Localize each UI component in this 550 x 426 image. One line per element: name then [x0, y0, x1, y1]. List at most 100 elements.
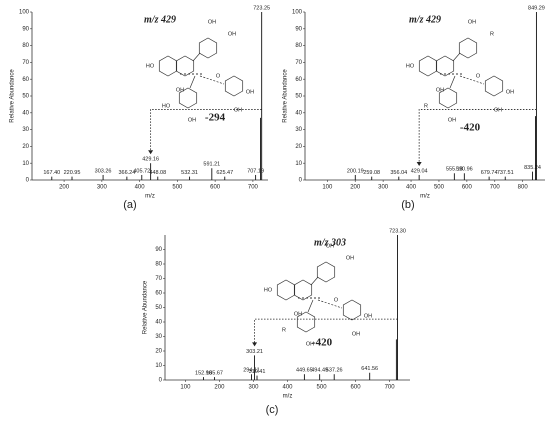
ring [293, 279, 313, 301]
arrow-head [252, 342, 258, 347]
y-tick-label: 50 [295, 94, 302, 100]
peak-label: 494.49 [311, 368, 328, 374]
y-tick-label: 60 [22, 77, 29, 83]
x-tick-label: 400 [135, 185, 146, 191]
y-tick-label: 40 [295, 110, 302, 116]
x-tick-label: 300 [97, 185, 108, 191]
peak-label: 429.04 [411, 168, 428, 174]
structure-label: OH [234, 107, 242, 113]
structure-label: OH [506, 89, 514, 95]
y-tick-label: 100 [19, 10, 30, 16]
y-axis-label: Relative Abundance [143, 280, 149, 334]
x-tick-label: 500 [172, 185, 183, 191]
peak-label: 723.25 [253, 5, 270, 11]
y-tick-label: 20 [155, 349, 162, 355]
structure-label: HO [406, 63, 415, 69]
ring [484, 75, 504, 97]
arrow-head [416, 161, 422, 166]
x-tick-label: 500 [434, 185, 445, 191]
peak-label: 448.08 [149, 170, 166, 176]
structure-label: OH [188, 117, 196, 123]
y-tick-label: 40 [22, 110, 29, 116]
peak-label: 641.56 [361, 366, 378, 372]
peak-label: 723.30 [389, 228, 406, 234]
x-tick-label: 400 [406, 185, 417, 191]
y-tick-label: 50 [22, 94, 29, 100]
y-tick-label: 70 [22, 60, 29, 66]
structure-label: OH [176, 87, 184, 93]
structure-label: OH [436, 87, 444, 93]
peak-label: 707.19 [247, 168, 264, 174]
structure-label: OH [306, 341, 314, 347]
bond [459, 75, 485, 85]
panel-label: (a) [123, 199, 136, 211]
structure-label: O [216, 73, 221, 79]
bond [310, 276, 319, 286]
x-tick-label: 400 [282, 385, 293, 391]
peak-label: 303.26 [95, 168, 112, 174]
peak-label: 449.65 [296, 368, 313, 374]
x-tick-label: 700 [490, 185, 501, 191]
ion-label: m/z 429 [409, 14, 441, 25]
x-axis-label: m/z [283, 394, 293, 400]
y-tick-label: 0 [26, 178, 30, 184]
ring [435, 55, 455, 77]
y-tick-label: 80 [295, 43, 302, 49]
y-axis-label: Relative Abundance [10, 69, 16, 123]
x-tick-label: 600 [462, 185, 473, 191]
structure-label: OH [228, 31, 236, 37]
y-tick-label: 40 [155, 320, 162, 326]
y-tick-label: 60 [155, 291, 162, 297]
bond [452, 52, 461, 62]
peak-label: 429.16 [142, 157, 159, 163]
y-tick-label: 10 [295, 161, 302, 167]
peak-label: 185.67 [206, 371, 223, 377]
structure-label: OH [246, 89, 254, 95]
bond [317, 299, 343, 309]
peak-label: 679.74 [481, 170, 498, 176]
peak-label: 555.18 [446, 167, 463, 173]
structure-label: OH [448, 117, 456, 123]
peak-label: 310.41 [249, 369, 266, 375]
peak-label: 625.47 [216, 170, 233, 176]
structure-label: R [490, 31, 494, 37]
ring [198, 37, 218, 59]
structure-label: OH [346, 255, 354, 261]
panel-label: (b) [401, 199, 414, 211]
peak-label: 835.24 [524, 165, 541, 171]
peak-label: 294.11 [243, 368, 259, 374]
loss-arrow [254, 318, 398, 346]
ring [224, 75, 244, 97]
structure-label: OH [364, 313, 372, 319]
structure-label: OH [208, 19, 216, 25]
peak-label: 200.19 [347, 168, 364, 174]
x-axis-label: m/z [145, 194, 155, 200]
x-tick-label: 200 [350, 185, 361, 191]
x-tick-label: 500 [317, 385, 328, 391]
ring [276, 279, 296, 301]
peak-label: 590.96 [456, 167, 473, 173]
peak-label: 849.29 [528, 5, 545, 11]
structure-label: O [334, 297, 339, 303]
ring [175, 55, 195, 77]
loss-arrow [418, 109, 537, 165]
ion-label: m/z 303 [314, 237, 346, 248]
peak-label: 152.96 [195, 371, 212, 377]
y-tick-label: 70 [155, 276, 162, 282]
loss-label: -420 [460, 122, 481, 134]
y-tick-label: 10 [22, 161, 29, 167]
y-tick-label: 60 [295, 77, 302, 83]
ring [158, 55, 178, 77]
ring [178, 87, 198, 109]
structure-label: HO [162, 103, 171, 109]
peak-label: 366.24 [118, 170, 135, 176]
panel-label: (c) [266, 404, 279, 416]
structure-label: OH [294, 311, 302, 317]
ring [342, 299, 362, 321]
peak-label: 537.26 [326, 368, 343, 374]
structure-label: OH [468, 19, 476, 25]
x-axis-label: m/z [420, 194, 430, 200]
y-tick-label: 30 [295, 127, 302, 133]
bond [199, 75, 225, 85]
y-tick-label: 0 [159, 378, 163, 384]
